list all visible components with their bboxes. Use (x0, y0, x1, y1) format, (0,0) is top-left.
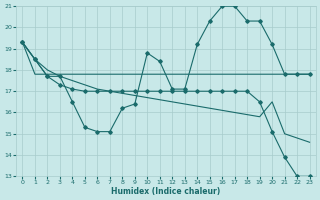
X-axis label: Humidex (Indice chaleur): Humidex (Indice chaleur) (111, 187, 221, 196)
